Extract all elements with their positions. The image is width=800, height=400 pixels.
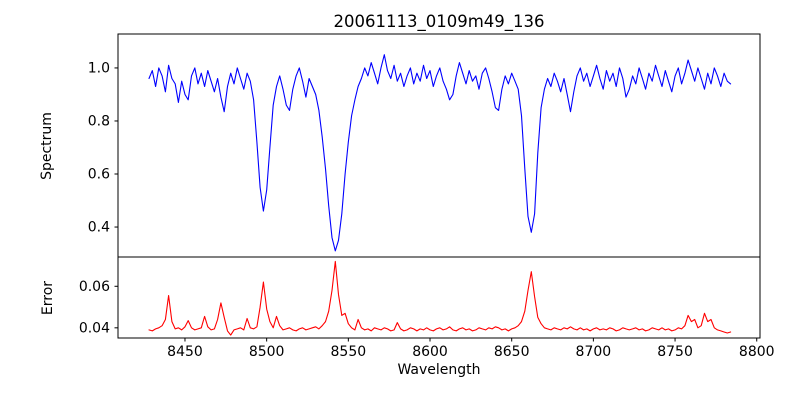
error-panel-line — [148, 260, 732, 336]
spectrum-panel-line — [148, 54, 732, 252]
y-tick-label: 0.06 — [79, 279, 110, 295]
x-tick-label: 8700 — [576, 344, 612, 360]
y-tick-label: 1.0 — [88, 60, 110, 76]
x-tick-label: 8800 — [739, 344, 775, 360]
x-tick-label: 8650 — [494, 344, 530, 360]
y-axis-label-spectrum: Spectrum — [39, 112, 55, 180]
y-axis-label-error: Error — [40, 280, 56, 316]
x-tick-label: 8550 — [331, 344, 367, 360]
y-tick-label: 0.04 — [79, 320, 110, 336]
spectrum-panel-spines — [117, 33, 761, 258]
x-tick-label: 8600 — [412, 344, 448, 360]
x-axis-label: Wavelength — [397, 362, 481, 378]
x-tick-label: 8450 — [167, 344, 203, 360]
y-tick-label: 0.4 — [88, 220, 110, 236]
chart-title: 20061113_0109m49_136 — [333, 12, 545, 31]
x-tick-label: 8750 — [657, 344, 693, 360]
y-tick-label: 0.6 — [88, 167, 110, 183]
x-tick-label: 8500 — [249, 344, 285, 360]
y-tick-label: 0.8 — [88, 113, 110, 129]
error-panel-spines — [117, 256, 761, 339]
